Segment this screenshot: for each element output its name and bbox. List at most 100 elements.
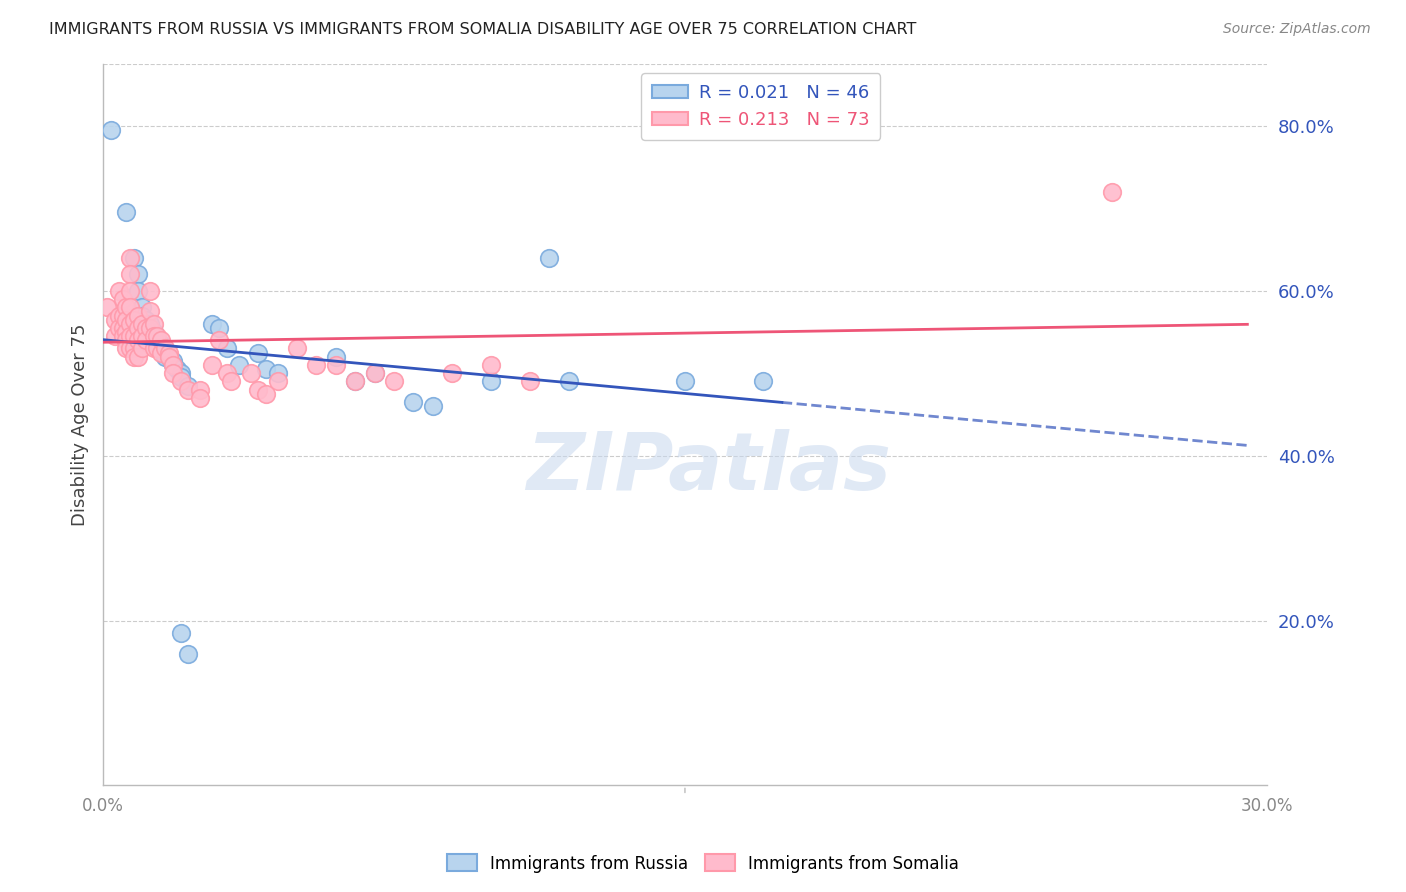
Point: [115, 205, 138, 219]
Point: [127, 321, 149, 335]
Point: [122, 350, 145, 364]
Point: [166, 362, 188, 376]
Point: [170, 370, 193, 384]
Point: [107, 321, 129, 335]
Point: [142, 325, 165, 339]
Point: [441, 366, 464, 380]
Point: [120, 268, 142, 282]
Point: [138, 321, 160, 335]
Legend: Immigrants from Russia, Immigrants from Somalia: Immigrants from Russia, Immigrants from …: [440, 847, 966, 880]
Point: [111, 292, 134, 306]
Point: [162, 354, 184, 368]
Point: [131, 300, 153, 314]
Point: [219, 375, 242, 389]
Point: [162, 358, 184, 372]
Point: [239, 366, 262, 380]
Point: [162, 366, 184, 380]
Point: [557, 375, 579, 389]
Point: [120, 342, 142, 356]
Point: [131, 329, 153, 343]
Point: [177, 378, 200, 392]
Point: [120, 251, 142, 265]
Point: [157, 350, 180, 364]
Point: [150, 345, 173, 359]
Point: [188, 391, 211, 405]
Point: [122, 329, 145, 343]
Point: [157, 345, 180, 359]
Point: [266, 366, 288, 380]
Point: [170, 626, 193, 640]
Point: [177, 383, 200, 397]
Point: [104, 329, 127, 343]
Point: [115, 333, 138, 347]
Point: [120, 300, 142, 314]
Point: [479, 375, 502, 389]
Point: [146, 337, 169, 351]
Point: [115, 300, 138, 314]
Point: [115, 342, 138, 356]
Point: [519, 375, 541, 389]
Point: [107, 284, 129, 298]
Point: [111, 309, 134, 323]
Legend: R = 0.021   N = 46, R = 0.213   N = 73: R = 0.021 N = 46, R = 0.213 N = 73: [641, 73, 880, 140]
Point: [157, 350, 180, 364]
Point: [382, 375, 405, 389]
Point: [135, 312, 157, 326]
Point: [111, 321, 134, 335]
Point: [122, 251, 145, 265]
Point: [96, 300, 118, 314]
Point: [247, 345, 270, 359]
Point: [127, 284, 149, 298]
Point: [254, 362, 277, 376]
Point: [135, 321, 157, 335]
Point: [142, 317, 165, 331]
Point: [146, 342, 169, 356]
Point: [153, 345, 176, 359]
Point: [120, 317, 142, 331]
Point: [162, 358, 184, 372]
Point: [538, 251, 561, 265]
Point: [150, 333, 173, 347]
Point: [254, 387, 277, 401]
Point: [188, 383, 211, 397]
Y-axis label: Disability Age Over 75: Disability Age Over 75: [72, 324, 89, 526]
Point: [127, 333, 149, 347]
Point: [285, 342, 308, 356]
Point: [170, 375, 193, 389]
Point: [146, 333, 169, 347]
Point: [127, 309, 149, 323]
Point: [122, 342, 145, 356]
Point: [177, 647, 200, 661]
Point: [266, 375, 288, 389]
Point: [115, 312, 138, 326]
Point: [142, 329, 165, 343]
Point: [115, 325, 138, 339]
Text: Source: ZipAtlas.com: Source: ZipAtlas.com: [1223, 22, 1371, 37]
Point: [127, 350, 149, 364]
Point: [146, 329, 169, 343]
Point: [120, 329, 142, 343]
Text: IMMIGRANTS FROM RUSSIA VS IMMIGRANTS FROM SOMALIA DISABILITY AGE OVER 75 CORRELA: IMMIGRANTS FROM RUSSIA VS IMMIGRANTS FRO…: [49, 22, 917, 37]
Point: [344, 375, 367, 389]
Point: [150, 342, 173, 356]
Point: [325, 350, 347, 364]
Point: [201, 358, 224, 372]
Point: [111, 329, 134, 343]
Point: [325, 358, 347, 372]
Point: [217, 342, 239, 356]
Point: [1101, 185, 1123, 199]
Point: [135, 333, 157, 347]
Point: [153, 350, 176, 364]
Point: [201, 317, 224, 331]
Point: [142, 329, 165, 343]
Point: [228, 358, 250, 372]
Point: [363, 366, 385, 380]
Point: [142, 333, 165, 347]
Point: [150, 337, 173, 351]
Point: [247, 383, 270, 397]
Point: [131, 317, 153, 331]
Point: [479, 358, 502, 372]
Point: [138, 317, 160, 331]
Point: [217, 366, 239, 380]
Point: [153, 342, 176, 356]
